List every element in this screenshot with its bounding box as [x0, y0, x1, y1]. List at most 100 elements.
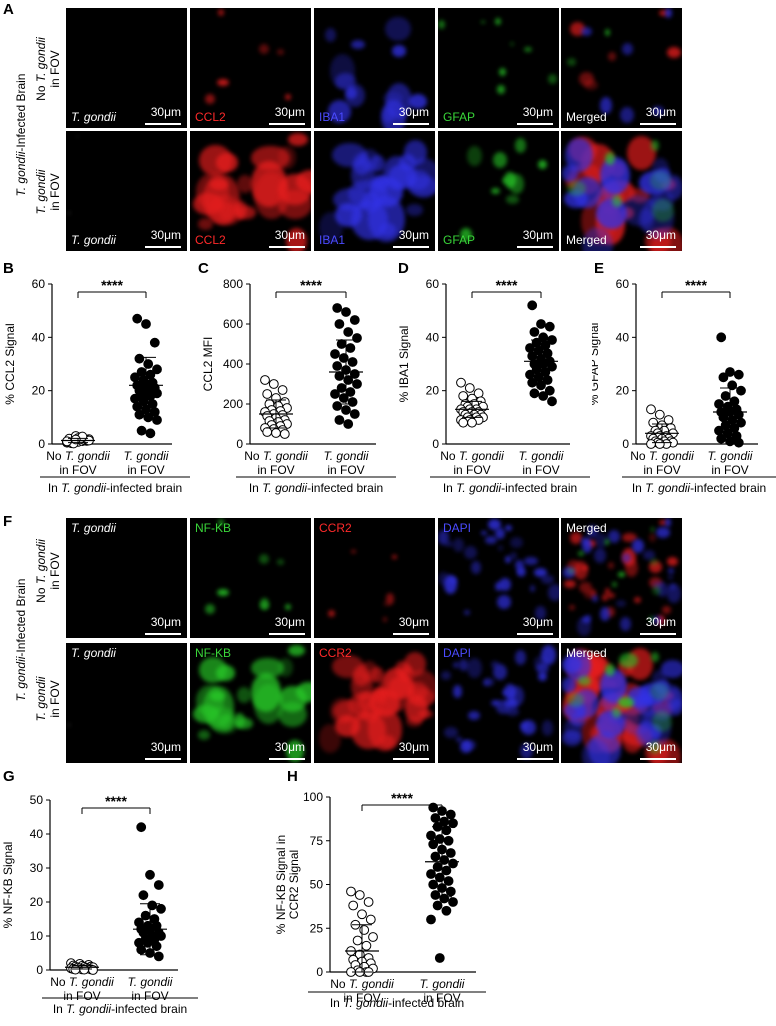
- signal-blob: [351, 549, 356, 553]
- signal-blob: [497, 595, 511, 610]
- signal-blob: [237, 175, 254, 194]
- data-point: [716, 332, 727, 343]
- signal-blob: [288, 132, 309, 147]
- group-caption: In T. gondii-infected brain: [632, 481, 766, 495]
- scale-bar-label: 30μm: [150, 228, 181, 242]
- scale-bar: [269, 633, 305, 635]
- signal-blob: [391, 45, 407, 58]
- group-caption: In T. gondii-infected brain: [330, 996, 464, 1010]
- channel-label: DAPI: [443, 521, 472, 535]
- signal-blob: [202, 174, 240, 224]
- data-point: [134, 409, 145, 420]
- signal-blob: [561, 164, 578, 183]
- signal-blob: [622, 532, 637, 542]
- signal-blob: [493, 152, 508, 169]
- data-point: [458, 391, 469, 401]
- data-point: [277, 385, 288, 395]
- channel-label: GFAP: [443, 233, 476, 247]
- data-point: [441, 905, 452, 916]
- signal-blob: [668, 575, 674, 580]
- signal-blob: [605, 539, 610, 545]
- signal-blob: [460, 739, 473, 754]
- signal-blob: [594, 532, 607, 548]
- signal-blob: [490, 661, 500, 668]
- signal-blob: [438, 20, 445, 30]
- signal-blob: [567, 181, 586, 196]
- signal-blob: [260, 602, 270, 610]
- signal-blob: [505, 707, 519, 716]
- group-caption: In T. gondii-infected brain: [443, 481, 577, 495]
- data-point: [538, 391, 549, 401]
- signal-blob: [670, 698, 682, 716]
- data-point: [79, 964, 90, 975]
- x-category-label-tgondii: T. gondii: [708, 449, 753, 463]
- signal-blob: [648, 560, 663, 573]
- signal-blob: [567, 693, 585, 707]
- signal-blob: [650, 140, 660, 151]
- y-tick-label: 20: [30, 895, 44, 909]
- data-point: [456, 377, 466, 388]
- panel-label-d: D: [398, 260, 409, 277]
- micrograph-merged-tgondii: Merged 30μm: [561, 131, 682, 251]
- micrograph-iba1-no-tgondii: IBA1 30μm: [314, 8, 435, 128]
- channel-label: NF-KB: [195, 521, 231, 535]
- signal-blob: [382, 617, 388, 623]
- signal-blob: [471, 560, 482, 575]
- signal-blob: [652, 106, 664, 116]
- signal-blob: [596, 198, 628, 229]
- y-axis-label: CCR2 Signal: [287, 850, 301, 919]
- x-category-label-no-tgondii: No T. gondii: [244, 449, 308, 463]
- data-point: [430, 813, 441, 823]
- signal-blob: [580, 26, 593, 37]
- x-category-label-no-tgondii-line2: in FOV: [63, 989, 100, 1003]
- signal-blob: [576, 616, 591, 636]
- signal-blob: [501, 177, 510, 184]
- data-point: [343, 375, 354, 385]
- x-category-label-tgondii-line2: in FOV: [131, 989, 168, 1003]
- signal-blob: [573, 561, 589, 581]
- data-point: [441, 865, 452, 876]
- data-point: [718, 412, 729, 423]
- signal-blob: [667, 567, 674, 575]
- data-point: [334, 415, 345, 425]
- signal-blob: [233, 200, 248, 219]
- data-point: [143, 359, 154, 369]
- signal-blob: [535, 662, 550, 675]
- y-axis-label: % IBA1 Signal: [397, 326, 411, 403]
- signal-blob: [346, 87, 357, 99]
- signal-blob: [577, 676, 591, 686]
- signal-blob: [608, 52, 616, 61]
- data-point: [725, 367, 735, 377]
- data-point: [464, 383, 475, 393]
- x-category-label-tgondii-line2: in FOV: [327, 463, 364, 477]
- data-point: [348, 900, 359, 911]
- signal-blob: [524, 46, 533, 52]
- signal-blob: [547, 584, 559, 602]
- row-group-label-f: T. gondii-Infected Brain: [14, 578, 28, 702]
- data-point: [544, 385, 555, 396]
- data-point: [143, 412, 154, 423]
- signal-blob: [664, 8, 673, 19]
- data-point: [443, 835, 454, 846]
- signal-blob: [577, 551, 584, 556]
- signal-blob: [567, 568, 575, 575]
- y-tick-label: 0: [36, 963, 43, 977]
- scale-bar: [393, 123, 429, 125]
- micrograph-gfap-no-tgondii: GFAP 30μm: [438, 8, 559, 128]
- signal-blob: [601, 594, 608, 601]
- x-category-label-no-tgondii: No T. gondii: [630, 449, 694, 463]
- scale-bar: [640, 246, 676, 248]
- signal-blob: [330, 53, 356, 88]
- signal-blob: [443, 575, 458, 594]
- scale-bar-label: 30μm: [645, 740, 676, 754]
- y-tick-label: 75: [310, 834, 324, 848]
- signal-blob: [649, 170, 671, 191]
- micrograph-t-gondii-no-tgondii: T. gondii 30μm: [66, 518, 187, 638]
- signal-blob: [388, 675, 416, 699]
- scale-bar: [517, 246, 553, 248]
- signal-blob: [643, 550, 656, 561]
- signal-blob: [327, 99, 351, 123]
- data-point: [136, 944, 147, 955]
- signal-blob: [278, 701, 307, 727]
- signal-blob: [524, 556, 538, 566]
